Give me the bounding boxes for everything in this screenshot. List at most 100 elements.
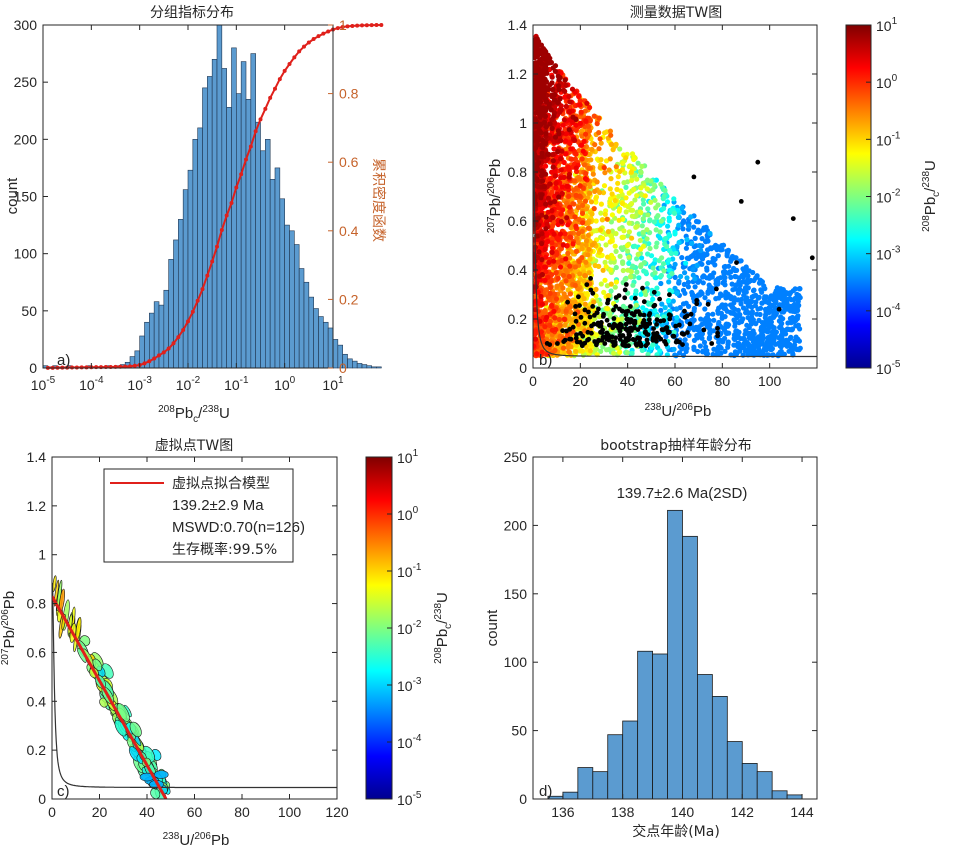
panel-c-xtick-label: 60 <box>187 804 203 820</box>
panel-b-point <box>768 304 774 310</box>
panel-b-point <box>738 301 744 307</box>
panel-b-point <box>615 180 621 186</box>
panel-b-point <box>571 201 577 207</box>
panel-b-point <box>623 184 629 190</box>
panel-b-point <box>558 175 564 181</box>
panel-d-xlabel: 交点年龄(Ma) <box>632 823 720 840</box>
panel-b-point <box>674 306 680 312</box>
panel-b-selected-point <box>682 314 688 320</box>
panel-b-selected-point <box>632 337 638 343</box>
panel-b-point <box>698 247 704 254</box>
panel-b-point <box>751 335 757 341</box>
panel-b-point <box>580 148 586 154</box>
panel-b-point <box>550 158 556 164</box>
panel-b-point <box>533 336 539 342</box>
panel-b-point <box>533 145 539 151</box>
panel-b-point <box>653 205 659 211</box>
panel-b-point <box>680 287 687 293</box>
panel-a-cdf-marker <box>273 86 277 91</box>
panel-b-selected-point <box>622 295 628 301</box>
panel-b-ytick-label: 1.4 <box>508 17 528 33</box>
panel-b-point <box>562 77 568 83</box>
panel-b-selected-point <box>602 341 608 346</box>
panel-b-selected-point <box>665 328 671 334</box>
panel-b-point <box>543 201 549 207</box>
panel-b-point <box>580 202 586 208</box>
panel-b-point <box>638 185 644 191</box>
panel-b-point <box>542 324 548 330</box>
panel-b-point <box>773 310 780 316</box>
panel-b-concordia-curve <box>533 151 817 358</box>
panel-b-point <box>541 91 547 98</box>
panel-b-point <box>732 267 738 274</box>
panel-b-point <box>758 305 764 311</box>
panel-b-point <box>702 295 708 301</box>
panel-b-colorbar-tick-label: 10-4 <box>876 302 901 320</box>
panel-b-selected-point <box>598 323 604 329</box>
panel-b-point <box>572 178 578 184</box>
panel-b-selected-point <box>641 312 647 318</box>
panel-b-point <box>569 278 576 284</box>
panel-b-point <box>718 345 724 351</box>
panel-b-point <box>756 336 762 342</box>
panel-b-point <box>763 322 769 328</box>
panel-b-point <box>559 184 565 190</box>
panel-b-point <box>739 319 745 325</box>
panel-b-point <box>558 218 565 225</box>
panel-a-cdf-marker <box>147 359 152 364</box>
panel-b-point <box>573 165 579 171</box>
panel-a-bar <box>158 304 165 369</box>
panel-b-point <box>579 156 585 162</box>
panel-b-selected-point <box>647 321 652 326</box>
panel-b-selected-point <box>609 334 615 340</box>
panel-b-selected-point <box>701 327 707 333</box>
panel-a-cdf-markers <box>45 23 384 370</box>
panel-b-selected-point <box>654 322 659 327</box>
panel-b-point <box>593 228 600 234</box>
panel-b-point <box>671 196 677 202</box>
panel-b-point <box>587 348 594 354</box>
panel-b-point <box>556 131 562 137</box>
panel-b-point <box>572 137 578 143</box>
panel-b-point <box>658 272 665 279</box>
panel-b-point <box>563 256 569 262</box>
panel-b-point <box>534 65 540 71</box>
panel-b-selected-point <box>589 323 594 329</box>
panel-b-point <box>533 123 538 129</box>
panel-b-point <box>630 263 636 269</box>
panel-b-point <box>584 206 590 212</box>
panel-b-point <box>597 136 603 142</box>
panel-a-cdf-marker <box>166 346 171 351</box>
panel-b-selected-point <box>611 307 616 313</box>
panel-b-point <box>639 223 645 229</box>
panel-b-point <box>699 236 705 242</box>
panel-b-point <box>650 265 656 271</box>
panel-b-point <box>550 215 556 221</box>
panel-b-selected-point <box>596 337 601 343</box>
panel-b-point <box>751 331 757 337</box>
panel-b-point <box>562 126 568 132</box>
panel-a-bar <box>279 198 285 369</box>
panel-b-point <box>773 288 779 294</box>
panel-b-point <box>538 42 545 48</box>
panel-b-point <box>616 217 622 223</box>
panel-b-point <box>549 303 555 309</box>
panel-b-selected-point <box>577 303 582 308</box>
panel-b-point <box>604 216 610 222</box>
panel-b-point <box>709 274 715 280</box>
panel-b-point <box>576 93 582 99</box>
panel-a-cdf-marker <box>215 244 219 249</box>
panel-b-selected-point <box>645 332 651 337</box>
panel-b-selected-point <box>578 314 584 320</box>
panel-b-point <box>593 196 599 202</box>
panel-b-point <box>721 327 728 333</box>
panel-b-point <box>608 232 614 239</box>
panel-b-point <box>633 302 640 308</box>
panel-b-selected-point <box>610 325 616 331</box>
panel-a-cdf-marker <box>364 23 369 28</box>
panel-b-point <box>661 314 667 320</box>
panel-b-point <box>759 279 766 285</box>
panel-b-point <box>631 186 637 192</box>
panel-b-point <box>647 217 653 223</box>
